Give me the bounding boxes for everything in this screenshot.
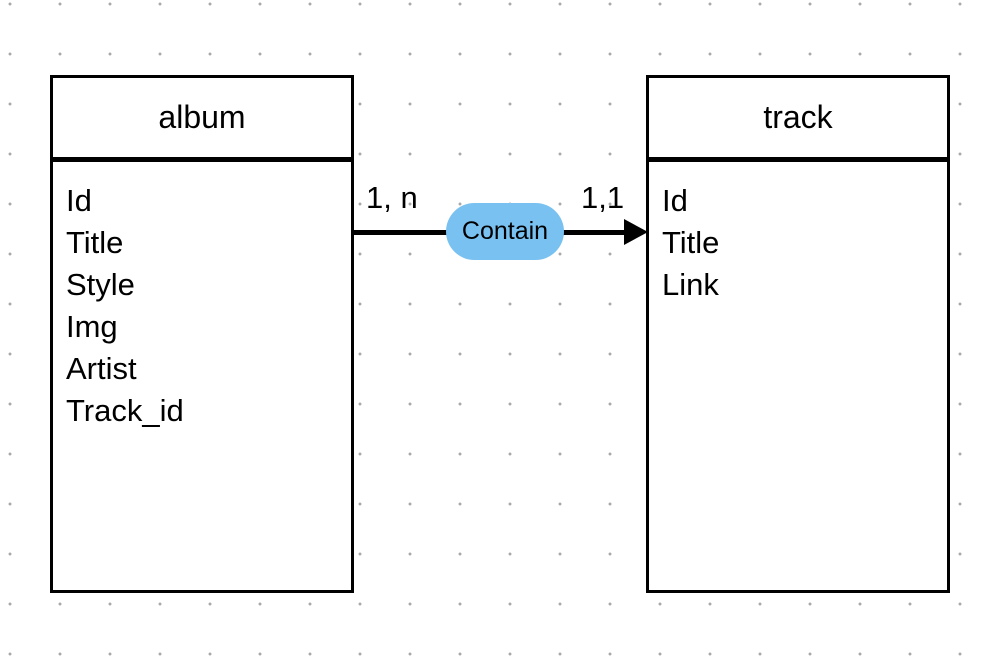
entity-album-title: album bbox=[53, 78, 351, 162]
cardinality-target: 1,1 bbox=[581, 180, 625, 215]
field-track-id: Id bbox=[662, 183, 688, 218]
field-album-img: Img bbox=[66, 309, 118, 344]
entity-track-title: track bbox=[649, 78, 947, 162]
entity-album-fields: Id Title Style Img Artist Track_id bbox=[53, 162, 351, 432]
entity-track[interactable]: track Id Title Link bbox=[646, 75, 950, 593]
field-track-link: Link bbox=[662, 267, 719, 302]
field-track-title: Title bbox=[662, 225, 720, 260]
field-album-id: Id bbox=[66, 183, 92, 218]
cardinality-source: 1, n bbox=[366, 180, 418, 215]
entity-album[interactable]: album Id Title Style Img Artist Track_id bbox=[50, 75, 354, 593]
field-album-artist: Artist bbox=[66, 351, 137, 386]
entity-track-fields: Id Title Link bbox=[649, 162, 947, 306]
field-album-track-id: Track_id bbox=[66, 393, 184, 428]
relationship-label-contain[interactable]: Contain bbox=[446, 203, 564, 260]
arrowhead-icon bbox=[624, 219, 648, 245]
field-album-title: Title bbox=[66, 225, 124, 260]
field-album-style: Style bbox=[66, 267, 135, 302]
